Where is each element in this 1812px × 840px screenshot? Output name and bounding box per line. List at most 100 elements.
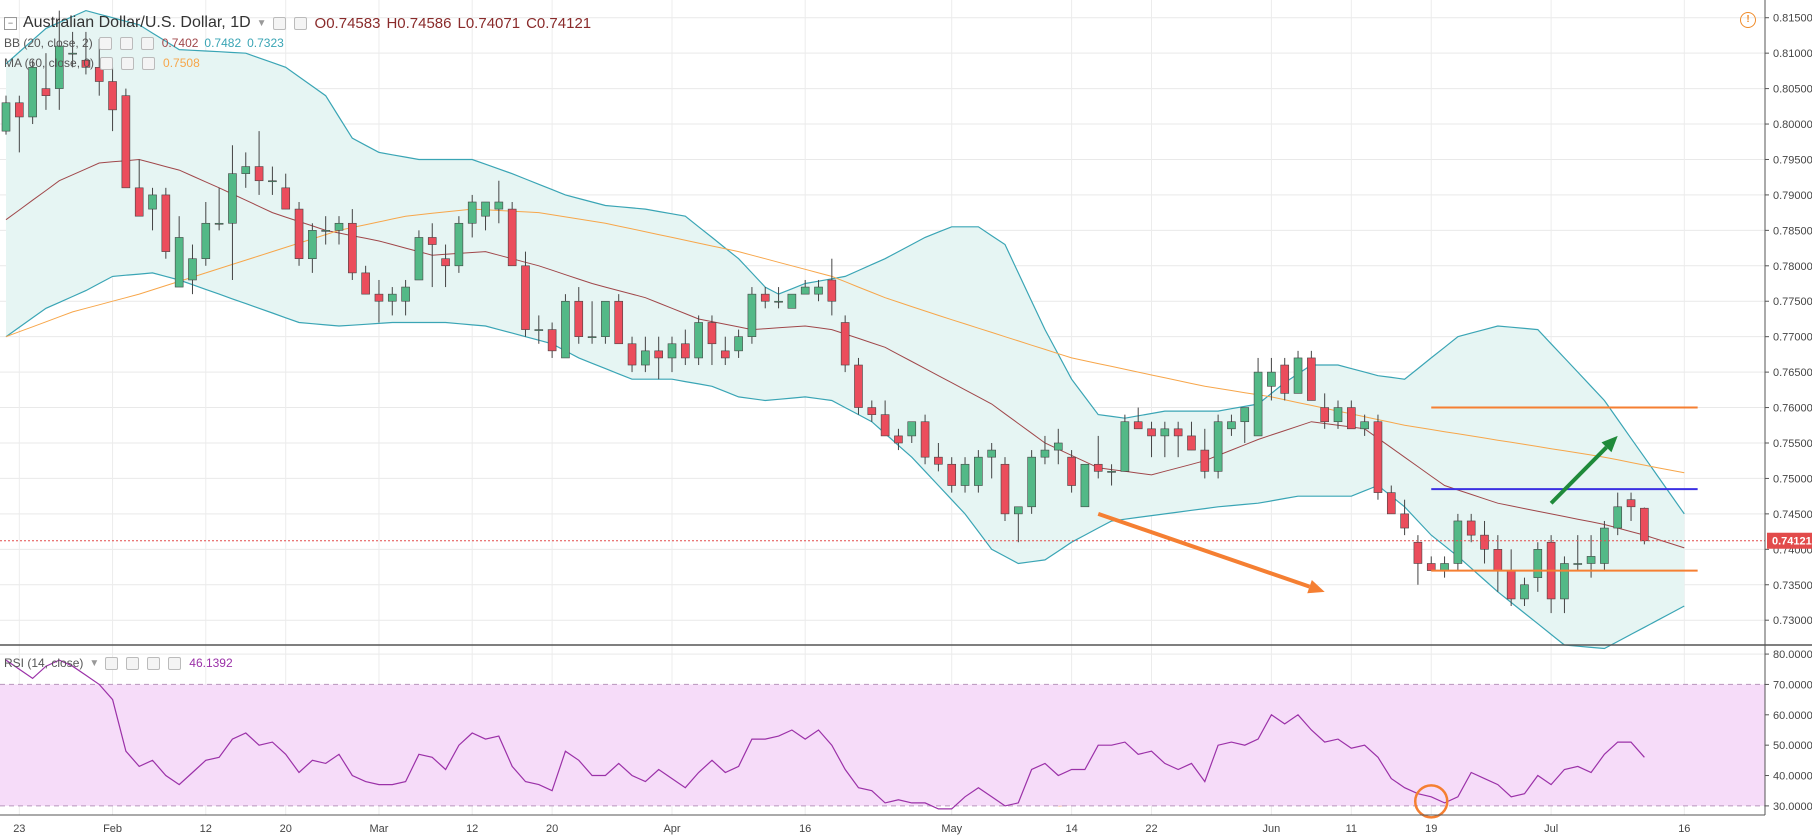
chevron-down-icon[interactable]: ▼ — [89, 657, 100, 669]
ma-legend[interactable]: MA (60, close, 0) 0.7508 — [4, 56, 200, 70]
candle-body — [121, 95, 131, 189]
alert-icon[interactable]: ! — [1740, 12, 1756, 28]
candle-body — [1373, 421, 1383, 493]
candle-body — [308, 230, 317, 260]
close-icon[interactable] — [142, 56, 156, 70]
candle-body — [1440, 563, 1449, 571]
candle-body — [54, 45, 64, 89]
last-price-label: 0.74121 — [1772, 536, 1812, 548]
candle-up — [1160, 421, 1170, 458]
price-tick-label: 0.75500 — [1773, 438, 1812, 450]
candle-up — [54, 10, 64, 110]
candle-up — [454, 216, 464, 273]
candle-body — [1426, 563, 1436, 571]
candle-body — [148, 194, 157, 210]
candle-up — [774, 287, 783, 309]
candle-body — [667, 343, 677, 359]
eye-icon[interactable] — [100, 56, 114, 70]
bb-value-lower: 0.7323 — [247, 36, 284, 50]
settings-icon[interactable] — [126, 656, 140, 670]
candle-body — [1093, 463, 1103, 472]
time-tick-label: 16 — [799, 823, 811, 835]
time-tick-label: 14 — [1065, 823, 1077, 835]
candle-body — [441, 258, 450, 267]
candle-body — [774, 300, 783, 303]
close-icon[interactable] — [168, 656, 182, 670]
candle-body — [254, 166, 264, 182]
candle-body — [1413, 541, 1423, 564]
candle-body — [214, 222, 224, 225]
candle-body — [1187, 435, 1196, 451]
candle-down — [1400, 499, 1409, 536]
time-tick-label: Mar — [369, 823, 388, 835]
candle-down — [81, 31, 91, 75]
chevron-down-icon[interactable]: ▼ — [256, 17, 267, 29]
candle-body — [960, 463, 970, 486]
candle-body — [81, 59, 91, 68]
candle-up — [214, 187, 224, 231]
settings-icon[interactable] — [293, 16, 307, 30]
candle-down — [1000, 457, 1010, 521]
candle-up — [401, 279, 410, 316]
eye-icon[interactable] — [272, 16, 286, 30]
candle-body — [654, 350, 663, 359]
candle-body — [814, 286, 823, 295]
candle-down — [1093, 435, 1103, 479]
candle-body — [467, 201, 477, 224]
candle-body — [94, 67, 104, 82]
close-icon[interactable] — [140, 36, 154, 50]
ohlc-low: L0.74071 — [457, 14, 521, 32]
add-icon[interactable] — [147, 656, 161, 670]
candle-up — [1040, 435, 1050, 465]
candle-down — [507, 202, 517, 267]
price-tick-label: 0.77000 — [1773, 332, 1812, 344]
eye-icon[interactable] — [98, 36, 112, 50]
candle-down — [1200, 428, 1210, 479]
settings-icon[interactable] — [119, 36, 133, 50]
ohlc-open: O0.74583 — [314, 14, 381, 32]
settings-icon[interactable] — [121, 56, 135, 70]
candle-body — [561, 300, 570, 359]
candle-body — [294, 208, 304, 260]
candle-body — [601, 300, 610, 337]
candle-body — [1267, 371, 1276, 387]
candle-up — [1, 95, 11, 135]
rsi-legend[interactable]: RSI (14, close) ▼ 46.1392 — [4, 656, 233, 670]
candle-down — [441, 244, 450, 288]
price-tick-label: 0.73500 — [1773, 580, 1812, 592]
candle-body — [454, 222, 464, 267]
candle-body — [987, 449, 996, 458]
eye-icon[interactable] — [105, 656, 119, 670]
candle-body — [1120, 421, 1130, 472]
candle-body — [907, 421, 917, 437]
candle-up — [587, 301, 597, 344]
arrow-shaft — [1549, 445, 1608, 505]
candle-body — [1573, 563, 1583, 565]
candle-down — [1147, 421, 1156, 458]
candle-body — [321, 230, 330, 232]
bb-legend[interactable]: BB (20, close, 2) 0.7402 0.7482 0.7323 — [4, 36, 284, 50]
candle-up — [387, 287, 397, 316]
candle-down — [134, 159, 144, 217]
candle-body — [694, 322, 703, 359]
collapse-icon[interactable]: − — [4, 16, 17, 30]
candle-down — [521, 251, 530, 337]
candle-down — [1187, 421, 1196, 451]
candle-up — [1267, 357, 1276, 401]
rsi-value: 46.1392 — [189, 656, 233, 670]
candle-up — [1120, 414, 1130, 472]
candle-body — [1040, 449, 1050, 458]
symbol-title: Australian Dollar/U.S. Dollar, 1D — [23, 14, 251, 31]
candle-down — [854, 357, 863, 415]
candle-up — [201, 202, 211, 266]
candle-body — [1586, 556, 1596, 564]
candle-body — [547, 329, 557, 352]
time-tick-label: 23 — [13, 823, 25, 835]
candle-body — [1400, 513, 1409, 529]
candle-down — [121, 88, 131, 189]
candle-body — [1347, 407, 1356, 430]
candle-body — [894, 435, 903, 444]
time-tick-label: 19 — [1425, 823, 1437, 835]
candle-body — [734, 336, 743, 352]
